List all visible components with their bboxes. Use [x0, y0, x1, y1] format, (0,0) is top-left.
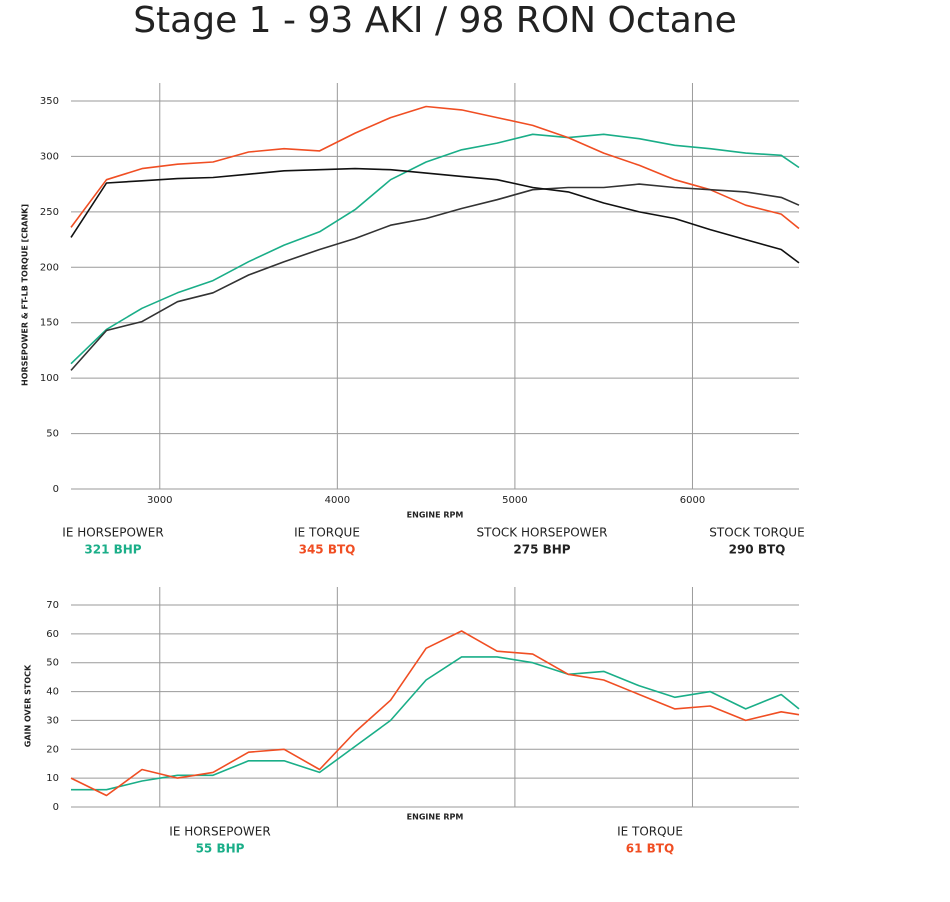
x-axis-label: ENGINE RPM [407, 511, 464, 520]
y-tick-label: 50 [46, 429, 59, 440]
legend-label: IE HORSEPOWER [169, 825, 270, 839]
x-tick-label: 6000 [680, 495, 705, 506]
legend-label: IE TORQUE [294, 526, 360, 540]
x-tick-label: 3000 [147, 495, 172, 506]
y-tick-label: 40 [46, 687, 59, 698]
y-tick-label: 100 [40, 373, 59, 384]
y-tick-label: 10 [46, 773, 59, 784]
y-tick-label: 300 [40, 151, 59, 162]
y-axis-label: HORSEPOWER & FT-LB TORQUE [CRANK] [21, 204, 30, 386]
x-axis-label: ENGINE RPM [407, 813, 464, 822]
legend-value: 290 BTQ [729, 543, 786, 557]
x-tick-label: 4000 [325, 495, 350, 506]
y-tick-label: 50 [46, 658, 59, 669]
legend-label: STOCK TORQUE [709, 526, 804, 540]
legend-value: 321 BHP [84, 543, 141, 557]
y-tick-label: 30 [46, 715, 59, 726]
legend-value: 61 BTQ [626, 842, 674, 856]
legend-label: IE TORQUE [617, 825, 683, 839]
y-tick-label: 20 [46, 744, 59, 755]
legend-value: 55 BHP [196, 842, 245, 856]
legend-label: IE HORSEPOWER [62, 526, 163, 540]
y-tick-label: 70 [46, 600, 59, 611]
line-series [70, 133, 800, 365]
line-series [70, 183, 800, 371]
y-tick-label: 0 [53, 802, 59, 813]
line-series [70, 167, 800, 264]
y-tick-label: 60 [46, 629, 59, 640]
y-tick-label: 250 [40, 207, 59, 218]
page-title: Stage 1 - 93 AKI / 98 RON Octane [133, 0, 737, 41]
y-tick-label: 0 [53, 484, 59, 495]
line-series [71, 656, 800, 791]
y-tick-label: 150 [40, 318, 59, 329]
line-series [70, 630, 800, 797]
line-series [70, 105, 800, 230]
legend-value: 345 BTQ [299, 543, 356, 557]
x-tick-label: 5000 [502, 495, 527, 506]
legend-value: 275 BHP [513, 543, 570, 557]
y-tick-label: 350 [40, 96, 59, 107]
y-axis-label: GAIN OVER STOCK [24, 664, 33, 747]
y-tick-label: 200 [40, 262, 59, 273]
legend-label: STOCK HORSEPOWER [477, 526, 608, 540]
